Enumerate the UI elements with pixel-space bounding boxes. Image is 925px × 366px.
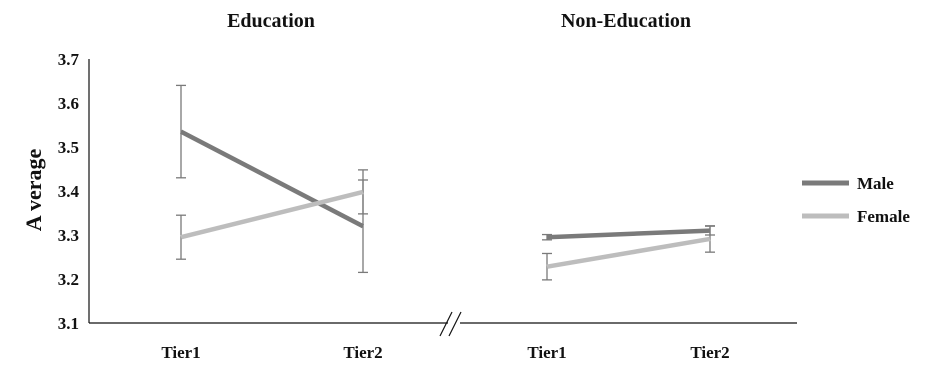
x-tick-label: Tier2 xyxy=(690,343,729,362)
x-tick-label: Tier1 xyxy=(527,343,566,362)
y-tick-label: 3.1 xyxy=(58,314,79,333)
series-male-panel-1 xyxy=(176,84,368,274)
y-axis-label: A verage xyxy=(21,149,46,232)
y-tick-label: 3.7 xyxy=(58,50,80,69)
y-tick-label: 3.4 xyxy=(58,182,80,201)
y-tick-label: 3.2 xyxy=(58,270,79,289)
legend-label-male: Male xyxy=(857,174,894,193)
y-tick-label: 3.3 xyxy=(58,226,79,245)
series-line-male xyxy=(179,129,365,229)
axis-break-marker xyxy=(439,311,462,337)
series-line-female xyxy=(546,236,711,269)
legend-label-female: Female xyxy=(857,207,910,226)
panel-title-education: Education xyxy=(227,10,315,32)
x-tick-label: Tier1 xyxy=(161,343,200,362)
series-line-male xyxy=(546,228,711,240)
series-line-female xyxy=(180,189,364,240)
series-male-panel-2 xyxy=(542,225,715,241)
series-layer xyxy=(176,84,715,281)
series-female-panel-1 xyxy=(176,169,368,260)
x-tick-label: Tier2 xyxy=(343,343,382,362)
y-tick-label: 3.5 xyxy=(58,138,79,157)
panel-title-non-education: Non-Education xyxy=(561,10,691,32)
y-tick-labels: 3.1 3.2 3.3 3.4 3.5 3.6 3.7 xyxy=(58,50,80,333)
y-tick-label: 3.6 xyxy=(58,94,79,113)
category-labels: Tier1 Tier2 Tier1 Tier2 xyxy=(161,343,729,362)
series-female-panel-2 xyxy=(542,225,715,281)
legend: Male Female xyxy=(802,174,910,226)
